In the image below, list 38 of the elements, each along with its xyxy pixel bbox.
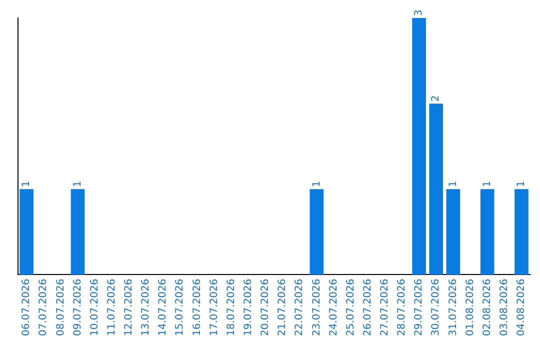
data-label: 2 [430, 95, 442, 102]
data-label: 1 [516, 180, 528, 188]
x-tick-label: 01.08.2026 [464, 278, 476, 336]
x-tick-label: 03.08.2026 [498, 278, 510, 336]
x-tick-label: 30.07.2026 [430, 278, 442, 336]
x-tick-label: 24.07.2026 [328, 278, 340, 336]
x-tick-label: 15.07.2026 [174, 278, 186, 336]
x-tick-label: 13.07.2026 [140, 278, 152, 336]
x-tick-label: 10.07.2026 [89, 278, 100, 336]
x-tick-label: 31.07.2026 [448, 278, 459, 336]
x-tick-label: 07.07.2026 [38, 278, 50, 336]
data-label: 1 [482, 180, 493, 188]
data-label: 1 [72, 180, 84, 188]
x-tick-label: 22.07.2026 [294, 278, 306, 336]
data-label: 1 [311, 180, 322, 188]
x-tick-label: 09.07.2026 [72, 278, 84, 336]
x-tick-label: 16.07.2026 [192, 278, 203, 336]
x-tick-label: 12.07.2026 [124, 278, 135, 336]
data-label: 1 [21, 180, 32, 188]
x-tick-label: 17.07.2026 [208, 278, 220, 336]
data-label: 1 [448, 180, 459, 188]
x-tick-label: 21.07.2026 [277, 278, 288, 336]
x-tick-label: 04.08.2026 [516, 278, 528, 336]
x-tick-label: 26.07.2026 [362, 278, 374, 336]
x-tick-label: 23.07.2026 [311, 278, 322, 336]
x-tick-label: 29.07.2026 [414, 278, 425, 336]
x-tick-label: 27.07.2026 [380, 278, 391, 336]
x-tick-label: 28.07.2026 [396, 278, 408, 336]
data-label: 3 [414, 10, 425, 16]
x-tick-label: 14.07.2026 [158, 278, 169, 336]
x-tick-label: 08.07.2026 [55, 278, 66, 336]
x-tick-label: 25.07.2026 [345, 278, 356, 336]
x-tick-label: 06.07.2026 [21, 278, 32, 336]
x-tick-label: 18.07.2026 [226, 278, 237, 336]
x-tick-label: 19.07.2026 [242, 278, 254, 336]
x-tick-label: 20.07.2026 [260, 278, 272, 336]
x-tick-label: 02.08.2026 [482, 278, 493, 336]
x-tick-label: 11.07.2026 [106, 278, 118, 336]
